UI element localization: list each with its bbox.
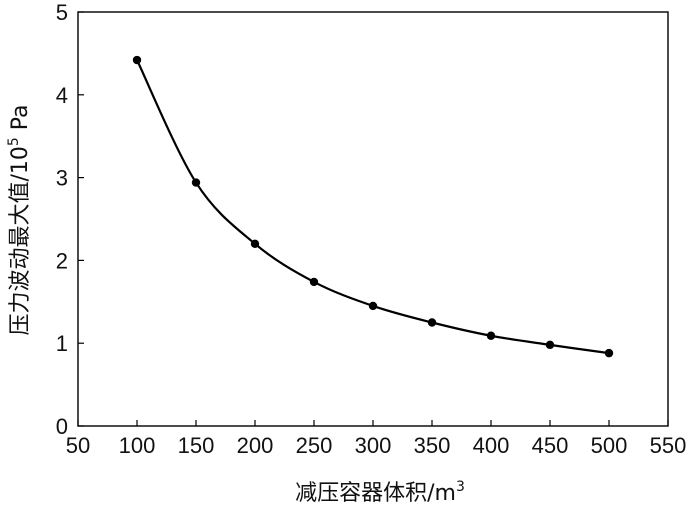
x-tick-label: 300 [355,433,392,458]
y-axis-label: 压力波动最大值/105 Pa [6,104,33,335]
data-point [545,340,555,350]
data-point [368,301,378,311]
y-axis-label-text: 压力波动最大值/10 [8,146,33,335]
x-tick-label: 250 [296,433,333,458]
y-tick-label: 0 [56,414,68,439]
plot-frame [77,11,669,427]
plot-border [77,11,669,427]
x-axis-label: 减压容器体积/m3 [295,479,465,506]
data-point [486,331,496,340]
x-axis-label-superscript: 3 [456,479,465,495]
x-tick-label: 400 [473,433,510,458]
series-layer [132,55,614,358]
y-tick-label: 5 [56,0,68,25]
x-tick-label: 550 [650,433,687,458]
x-tick-label: 450 [532,433,569,458]
data-point [427,318,437,327]
x-tick-label: 50 [66,433,90,458]
x-tick-label: 350 [414,433,451,458]
x-tick-label: 200 [237,433,274,458]
y-axis-label-superscript: 5 [6,137,22,146]
data-point [250,239,260,249]
y-axis-ticks: 0 1 2 3 4 5 [56,0,84,439]
x-tick-label: 500 [591,433,628,458]
data-point [604,348,614,358]
y-axis-label-unit: Pa [8,104,33,137]
x-tick-label: 150 [178,433,215,458]
x-tick-label: 100 [119,433,156,458]
y-tick-label: 2 [56,248,68,273]
data-point [191,178,201,187]
y-tick-label: 3 [56,166,68,191]
data-point [132,55,142,65]
y-tick-label: 1 [56,331,68,356]
data-point [309,277,319,287]
x-axis-label-text: 减压容器体积/m [295,481,456,506]
x-axis-ticks: 50 100 150 200 250 300 350 400 450 500 550 [66,420,687,458]
y-tick-label: 4 [56,83,68,108]
